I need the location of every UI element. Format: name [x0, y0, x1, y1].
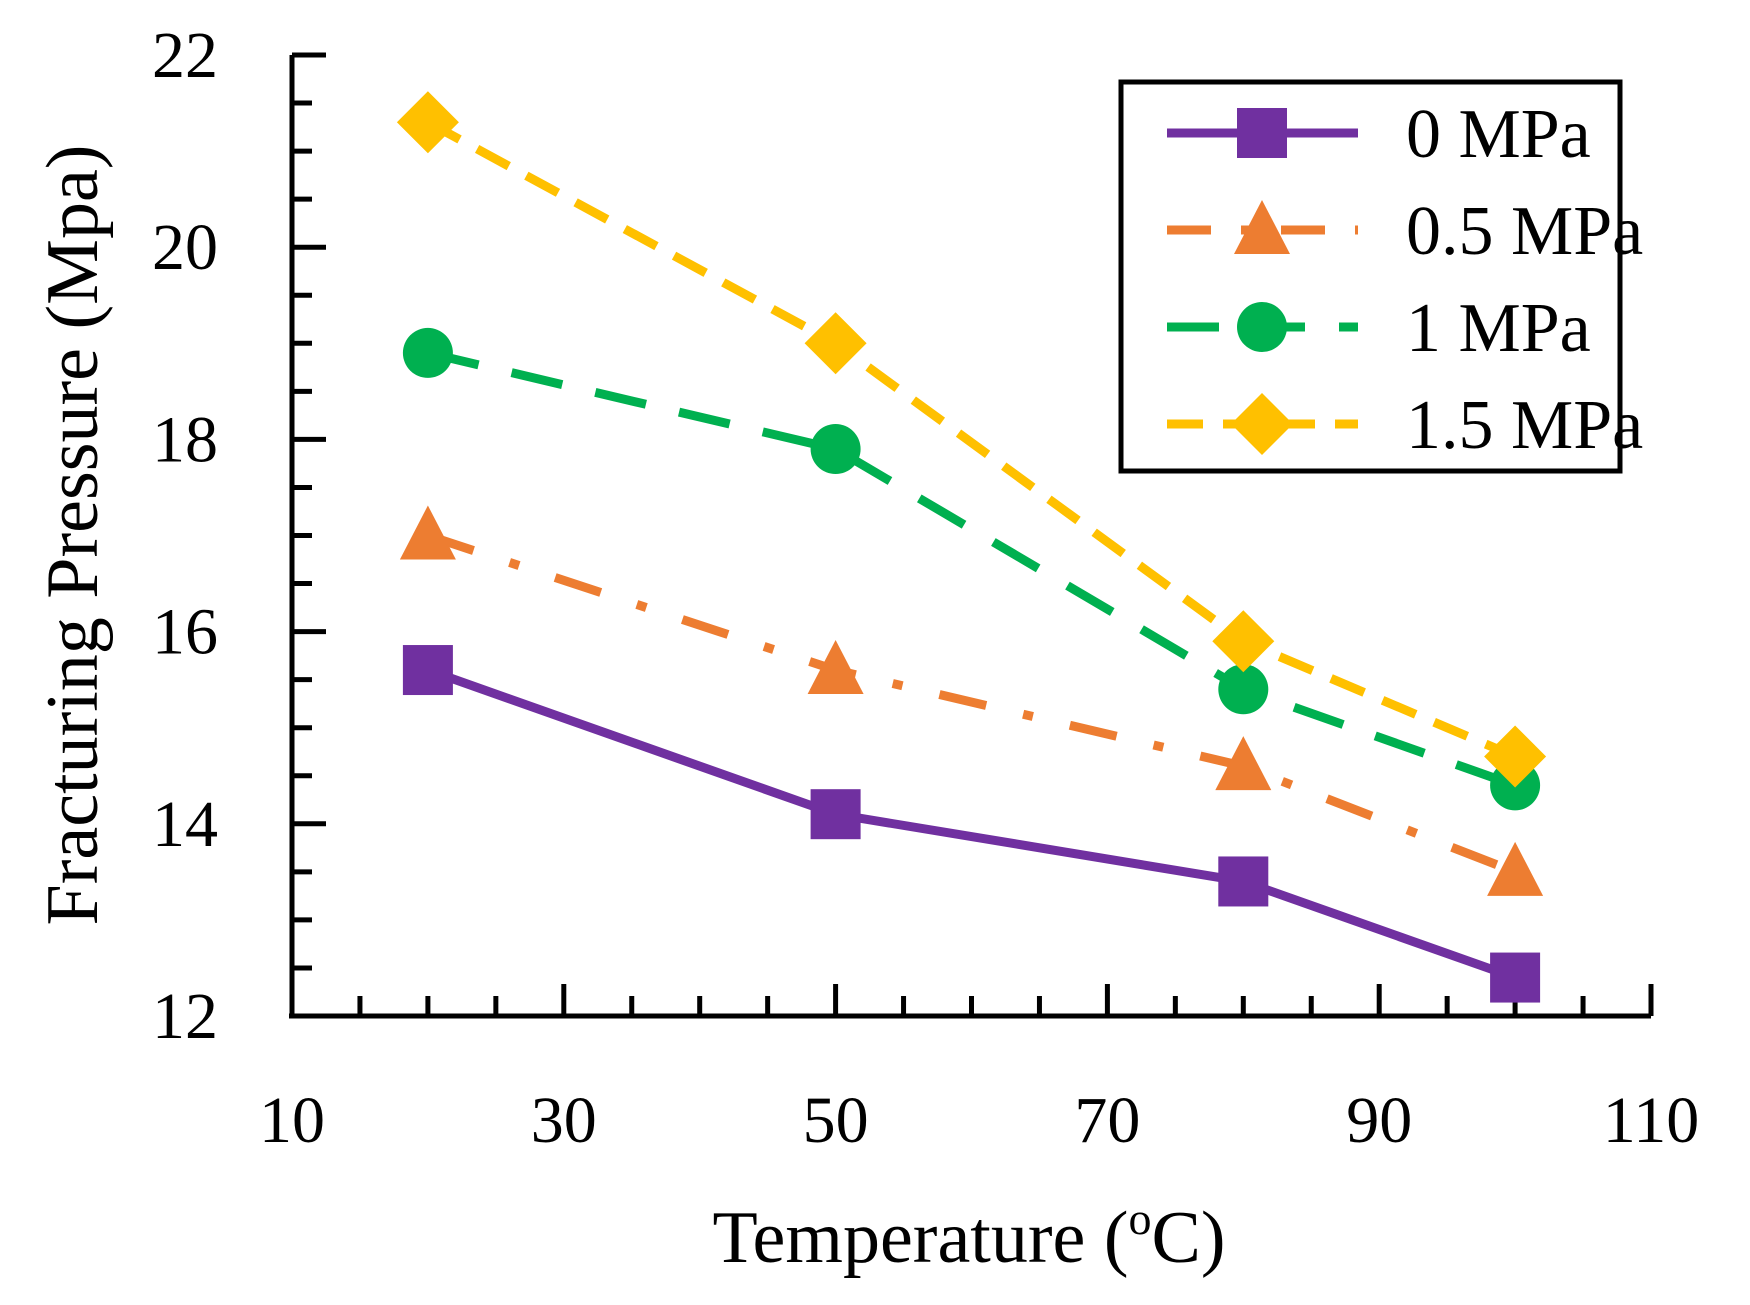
data-point-circle: [402, 327, 453, 378]
data-point-square: [402, 645, 453, 696]
series-line: [426, 665, 1517, 982]
legend-label: 1.5 MPa: [1406, 387, 1643, 464]
x-tick-label: 110: [1603, 1084, 1700, 1157]
legend-marker-square: [1237, 108, 1287, 158]
data-point-square: [1218, 856, 1269, 907]
legend-marker-triangle: [1234, 200, 1290, 254]
y-axis-title: Fracturing Pressure (Mpa): [32, 145, 114, 926]
data-point-circle: [1218, 664, 1269, 715]
y-tick-label: 16: [152, 596, 218, 669]
x-tick-label: 50: [803, 1084, 869, 1157]
data-point-triangle: [807, 640, 864, 695]
series-1_5-mpa: [396, 91, 1547, 788]
legend-item: 1 MPa: [1167, 290, 1591, 367]
x-axis-title-unit: C): [1151, 1197, 1225, 1279]
y-tick-label: 22: [152, 19, 218, 92]
legend-box: [1118, 79, 1623, 474]
series-0-mpa: [402, 645, 1541, 1003]
series-line: [425, 118, 1517, 761]
y-tick-labels: 12 14 16 18 20 22: [152, 19, 218, 1053]
x-tick-label: 30: [531, 1084, 597, 1157]
legend-item: 0.5 MPa: [1167, 193, 1643, 270]
data-point-triangle: [1487, 841, 1544, 896]
data-point-triangle: [1215, 736, 1272, 791]
series-line: [426, 531, 1517, 877]
x-tick-labels: 10 30 50 70 90 110: [259, 1084, 1699, 1157]
legend: 0 MPa 0.5 MPa 1 MPa 1.5 MPa: [1118, 79, 1643, 474]
series-layer: [396, 91, 1547, 1003]
series-0_5-mpa: [399, 505, 1544, 896]
data-point-circle: [810, 424, 861, 475]
data-point-diamond: [1484, 725, 1547, 788]
y-tick-label: 12: [152, 980, 218, 1053]
y-tick-label: 14: [152, 788, 218, 861]
x-tick-label: 90: [1346, 1084, 1412, 1157]
legend-label: 0 MPa: [1406, 96, 1591, 173]
legend-marker-diamond: [1231, 393, 1293, 455]
data-point-diamond: [804, 312, 867, 375]
x-axis-title: Temperature (oC): [713, 1193, 1226, 1279]
x-tick-label: 10: [259, 1084, 325, 1157]
axes: [289, 55, 1651, 1019]
x-tick-label: 70: [1074, 1084, 1140, 1157]
data-point-square: [1490, 952, 1541, 1003]
legend-label: 0.5 MPa: [1406, 193, 1643, 270]
legend-item: 0 MPa: [1167, 96, 1591, 173]
data-point-diamond: [1212, 610, 1275, 673]
series-line: [426, 348, 1517, 790]
legend-marker-circle: [1237, 302, 1287, 352]
data-point-square: [810, 789, 861, 840]
y-tick-label: 20: [152, 211, 218, 284]
data-point-diamond: [396, 91, 459, 154]
x-axis-title-superscript: o: [1128, 1193, 1151, 1244]
y-tick-label: 18: [152, 403, 218, 476]
data-point-triangle: [399, 505, 456, 560]
x-axis-title-text: Temperature (: [713, 1197, 1129, 1279]
legend-item: 1.5 MPa: [1167, 387, 1643, 464]
axis-ticks: [292, 52, 1654, 1016]
legend-label: 1 MPa: [1406, 290, 1591, 367]
